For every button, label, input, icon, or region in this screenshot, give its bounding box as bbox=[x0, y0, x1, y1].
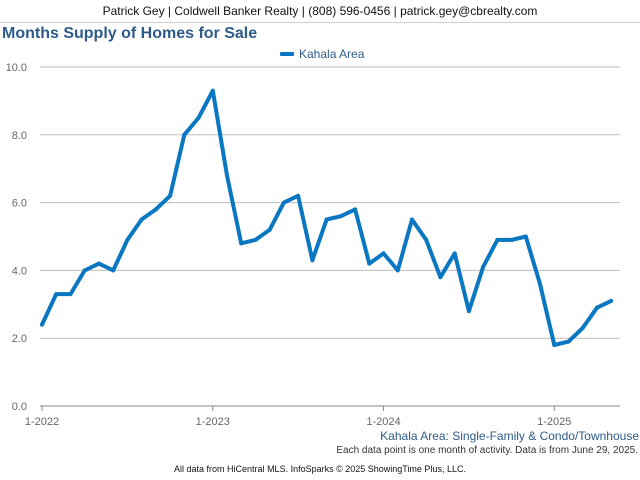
data-point bbox=[395, 268, 400, 273]
data-point bbox=[338, 214, 343, 219]
data-point bbox=[324, 217, 329, 222]
y-tick-label: 8.0 bbox=[12, 130, 27, 142]
data-point bbox=[367, 261, 372, 266]
contact-text: Patrick Gey | Coldwell Banker Realty | (… bbox=[102, 4, 538, 18]
y-tick-label: 6.0 bbox=[12, 198, 27, 210]
data-point bbox=[552, 342, 557, 347]
data-point bbox=[609, 298, 614, 303]
data-point bbox=[594, 305, 599, 310]
data-point bbox=[40, 322, 44, 327]
data-point bbox=[196, 115, 201, 120]
legend: Kahala Area bbox=[280, 47, 364, 61]
data-point bbox=[353, 207, 358, 212]
data-point bbox=[424, 237, 429, 242]
data-point bbox=[210, 88, 215, 93]
data-point bbox=[466, 309, 471, 314]
data-point bbox=[438, 275, 443, 280]
data-point bbox=[96, 261, 101, 266]
data-point bbox=[381, 251, 386, 256]
contact-header: Patrick Gey | Coldwell Banker Realty | (… bbox=[0, 0, 640, 23]
x-tick-label: 1-2024 bbox=[366, 416, 400, 428]
data-point bbox=[523, 234, 528, 239]
data-point bbox=[296, 193, 301, 198]
footer-note: All data from HiCentral MLS. InfoSparks … bbox=[174, 464, 466, 474]
data-point bbox=[495, 237, 500, 242]
data-point bbox=[153, 207, 158, 212]
legend-label: Kahala Area bbox=[299, 47, 365, 61]
area-note: Kahala Area: Single-Family & Condo/Townh… bbox=[380, 429, 639, 443]
data-note: Each data point is one month of activity… bbox=[336, 445, 638, 456]
data-point bbox=[509, 237, 514, 242]
y-tick-label: 2.0 bbox=[12, 333, 27, 345]
data-point bbox=[566, 339, 571, 344]
data-point bbox=[267, 227, 272, 232]
data-point bbox=[224, 173, 229, 178]
data-point bbox=[139, 217, 144, 222]
data-point bbox=[580, 326, 585, 331]
data-point bbox=[538, 281, 543, 286]
data-point bbox=[168, 193, 173, 198]
data-point bbox=[409, 217, 414, 222]
data-point bbox=[281, 200, 286, 205]
y-tick-label: 10.0 bbox=[6, 62, 27, 74]
data-point bbox=[68, 292, 73, 297]
data-point bbox=[239, 241, 244, 246]
x-tick-label: 1-2023 bbox=[196, 416, 230, 428]
data-point bbox=[54, 292, 59, 297]
data-point bbox=[481, 265, 486, 270]
y-tick-label: 4.0 bbox=[12, 265, 27, 277]
data-point bbox=[310, 258, 315, 263]
x-tick-label: 1-2025 bbox=[537, 416, 571, 428]
data-point bbox=[125, 237, 130, 242]
x-tick-label: 1-2022 bbox=[25, 416, 59, 428]
data-point bbox=[253, 237, 258, 242]
data-point bbox=[82, 268, 87, 273]
data-point bbox=[182, 132, 187, 137]
data-point bbox=[111, 268, 116, 273]
y-tick-label: 0.0 bbox=[12, 401, 27, 413]
chart-title: Months Supply of Homes for Sale bbox=[2, 25, 258, 42]
legend-swatch bbox=[280, 52, 294, 56]
data-point bbox=[452, 251, 457, 256]
